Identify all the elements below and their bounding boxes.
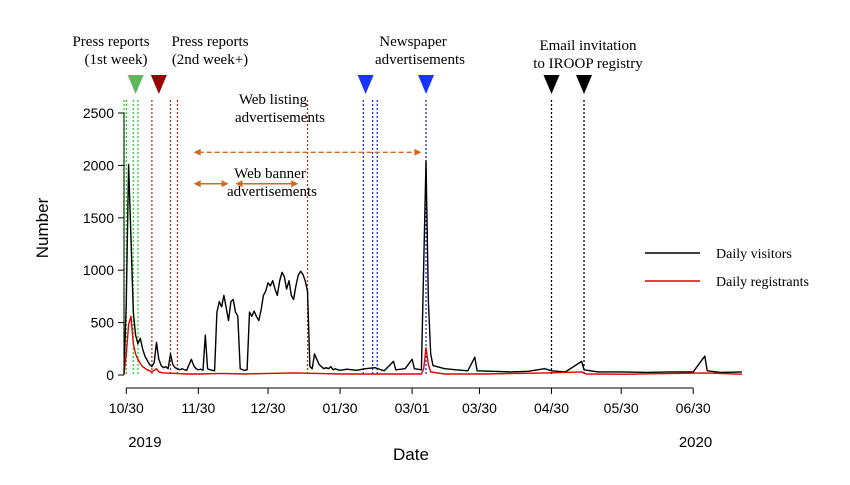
x-tick-label: 03/01 [395, 400, 430, 416]
annotation-line: Press reports [171, 34, 248, 50]
y-tick-label: 500 [91, 315, 115, 331]
event-marker-triangle [127, 75, 144, 94]
annotation-line: advertisements [227, 184, 317, 200]
campaign-arrow-head [414, 148, 422, 156]
annotation-press-reports-2nd-week: Press reports (2nd week+) [171, 34, 248, 68]
annotation-line: advertisements [375, 52, 465, 68]
campaign-arrow-head [193, 180, 201, 188]
event-marker-triangle [418, 75, 435, 94]
campaign-arrow-head [291, 180, 299, 188]
legend-label-visitors: Daily visitors [716, 247, 792, 262]
annotation-email-invitation: Email invitation to IROOP registry [533, 38, 643, 72]
x-axis-label: Date [393, 445, 429, 464]
legend: Daily visitors Daily registrants [645, 247, 809, 290]
x-axis-ticks: 10/30 11/30 12/30 01/30 03/01 03/30 04/30 05/30… [109, 388, 711, 416]
event-marker-triangle [576, 75, 593, 94]
campaign-arrow-head [235, 180, 243, 188]
year-label: 2020 [679, 434, 712, 451]
annotation-web-banner: Web banner advertisements [227, 166, 317, 200]
series-line-daily-visitors [123, 160, 743, 374]
campaign-arrow-head [193, 148, 201, 156]
y-axis-label: Number [33, 197, 52, 258]
event-marker-triangle [357, 75, 374, 94]
y-axis-ticks: 0 500 1000 1500 2000 2500 [83, 105, 124, 383]
series-lines [123, 160, 743, 375]
annotation-line: advertisements [235, 110, 325, 126]
x-tick-label: 10/30 [109, 400, 144, 416]
event-markers [127, 75, 593, 94]
year-label: 2019 [128, 434, 161, 451]
event-lines [123, 100, 585, 375]
y-tick-label: 1000 [83, 262, 114, 278]
year-labels: 2019 2020 [128, 434, 712, 451]
annotation-line: Press reports [72, 34, 149, 50]
x-tick-label: 11/30 [181, 400, 215, 416]
annotation-line: to IROOP registry [533, 56, 643, 72]
y-tick-label: 1500 [83, 210, 114, 226]
annotation-web-listing: Web listing advertisements [235, 92, 325, 126]
annotation-line: Email invitation [539, 38, 637, 54]
annotation-newspaper: Newspaper advertisements [375, 34, 465, 68]
legend-label-registrants: Daily registrants [716, 275, 809, 290]
x-tick-label: 03/30 [462, 400, 497, 416]
x-tick-label: 06/30 [676, 400, 711, 416]
event-marker-triangle [543, 75, 560, 94]
series-line-daily-registrants [123, 315, 743, 375]
x-tick-label: 01/30 [323, 400, 358, 416]
campaign-arrows [193, 148, 422, 188]
annotation-line: Newspaper [379, 34, 446, 50]
annotation-line: (1st week) [85, 52, 148, 68]
x-tick-label: 04/30 [534, 400, 569, 416]
event-marker-triangle [150, 75, 167, 94]
y-tick-label: 2000 [83, 157, 114, 173]
annotation-line: (2nd week+) [172, 52, 248, 68]
y-tick-label: 0 [106, 367, 114, 383]
x-tick-label: 12/30 [251, 400, 286, 416]
y-tick-label: 2500 [83, 105, 114, 121]
annotation-line: Web banner [234, 166, 306, 182]
x-tick-label: 05/30 [604, 400, 639, 416]
annotation-press-reports-1st-week: Press reports (1st week) [72, 34, 149, 68]
annotation-line: Web listing [239, 92, 308, 108]
campaign-arrow-head [221, 180, 229, 188]
